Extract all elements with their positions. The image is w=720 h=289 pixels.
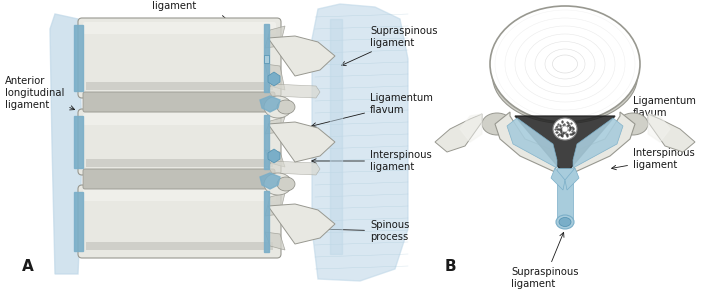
Polygon shape (86, 159, 273, 167)
Ellipse shape (559, 218, 571, 227)
Bar (420, 0, 720, 289)
Ellipse shape (264, 96, 292, 118)
Polygon shape (260, 96, 280, 112)
Polygon shape (573, 118, 623, 168)
Polygon shape (265, 64, 285, 90)
Bar (264, 55, 269, 63)
Text: Supraspinous
ligament: Supraspinous ligament (341, 26, 438, 66)
Polygon shape (264, 24, 269, 92)
Text: Interspinous
ligament: Interspinous ligament (612, 148, 695, 170)
Polygon shape (648, 114, 670, 142)
Polygon shape (573, 112, 635, 172)
Polygon shape (268, 84, 320, 98)
Polygon shape (460, 114, 482, 142)
FancyBboxPatch shape (78, 109, 281, 175)
Polygon shape (268, 36, 335, 76)
Ellipse shape (277, 177, 295, 191)
Polygon shape (268, 72, 280, 86)
Ellipse shape (482, 113, 512, 135)
Polygon shape (268, 161, 320, 175)
Ellipse shape (556, 215, 574, 229)
Polygon shape (268, 122, 335, 162)
FancyBboxPatch shape (83, 92, 275, 112)
Polygon shape (265, 150, 285, 167)
Ellipse shape (490, 6, 640, 122)
Bar (0, 0, 410, 289)
Text: Supraspinous
ligament: Supraspinous ligament (511, 232, 579, 289)
Polygon shape (507, 118, 557, 168)
Polygon shape (74, 192, 83, 251)
Polygon shape (557, 168, 573, 219)
Polygon shape (265, 232, 285, 250)
Polygon shape (264, 191, 269, 252)
Text: Interspinous
ligament: Interspinous ligament (312, 150, 432, 172)
FancyBboxPatch shape (83, 169, 275, 189)
Polygon shape (330, 19, 342, 254)
Polygon shape (74, 116, 83, 168)
FancyBboxPatch shape (83, 113, 276, 125)
Ellipse shape (618, 113, 648, 135)
Text: Spinous
process: Spinous process (320, 220, 410, 242)
Polygon shape (648, 114, 695, 152)
FancyBboxPatch shape (83, 189, 276, 201)
FancyBboxPatch shape (78, 18, 281, 98)
Ellipse shape (492, 29, 637, 123)
Polygon shape (515, 116, 615, 169)
Polygon shape (50, 14, 82, 274)
Text: Ligamentum
flavum: Ligamentum flavum (611, 96, 696, 139)
Polygon shape (268, 149, 280, 163)
Polygon shape (265, 117, 285, 134)
Ellipse shape (562, 126, 568, 132)
Text: Posterior longitudinal
ligament: Posterior longitudinal ligament (152, 0, 264, 53)
Polygon shape (495, 112, 557, 172)
FancyBboxPatch shape (78, 185, 281, 258)
Polygon shape (74, 25, 83, 91)
Text: B: B (445, 259, 456, 274)
Polygon shape (265, 26, 285, 48)
FancyBboxPatch shape (83, 22, 276, 34)
Polygon shape (565, 168, 579, 190)
Ellipse shape (264, 173, 292, 195)
Polygon shape (551, 168, 565, 190)
Text: Ligamentum
flavum: Ligamentum flavum (312, 93, 433, 127)
Polygon shape (268, 204, 335, 244)
Polygon shape (86, 82, 273, 90)
Polygon shape (265, 193, 285, 216)
Polygon shape (312, 4, 408, 281)
Text: Anterior
longitudinal
ligament: Anterior longitudinal ligament (5, 76, 75, 110)
Polygon shape (435, 114, 482, 152)
Ellipse shape (277, 100, 295, 114)
Polygon shape (86, 242, 273, 250)
Polygon shape (264, 115, 269, 169)
Polygon shape (260, 173, 280, 189)
Ellipse shape (553, 118, 577, 140)
Text: A: A (22, 259, 34, 274)
